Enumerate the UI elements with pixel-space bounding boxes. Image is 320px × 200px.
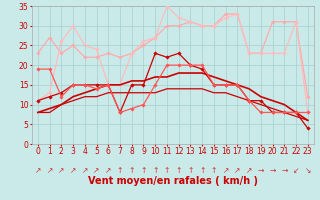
Text: ↗: ↗	[234, 166, 241, 175]
Text: ↑: ↑	[175, 166, 182, 175]
Text: ↗: ↗	[93, 166, 100, 175]
Text: ↘: ↘	[305, 166, 311, 175]
Text: ↑: ↑	[129, 166, 135, 175]
Text: ↑: ↑	[117, 166, 123, 175]
Text: ↗: ↗	[58, 166, 65, 175]
Text: ↗: ↗	[70, 166, 76, 175]
Text: ↗: ↗	[82, 166, 88, 175]
Text: ↑: ↑	[199, 166, 205, 175]
Text: ↗: ↗	[246, 166, 252, 175]
X-axis label: Vent moyen/en rafales ( km/h ): Vent moyen/en rafales ( km/h )	[88, 176, 258, 186]
Text: ↑: ↑	[211, 166, 217, 175]
Text: ↑: ↑	[164, 166, 170, 175]
Text: ↑: ↑	[140, 166, 147, 175]
Text: →: →	[281, 166, 287, 175]
Text: ↗: ↗	[222, 166, 229, 175]
Text: ↑: ↑	[152, 166, 158, 175]
Text: ↑: ↑	[187, 166, 194, 175]
Text: →: →	[258, 166, 264, 175]
Text: ↙: ↙	[293, 166, 299, 175]
Text: ↗: ↗	[105, 166, 111, 175]
Text: ↗: ↗	[35, 166, 41, 175]
Text: →: →	[269, 166, 276, 175]
Text: ↗: ↗	[46, 166, 53, 175]
